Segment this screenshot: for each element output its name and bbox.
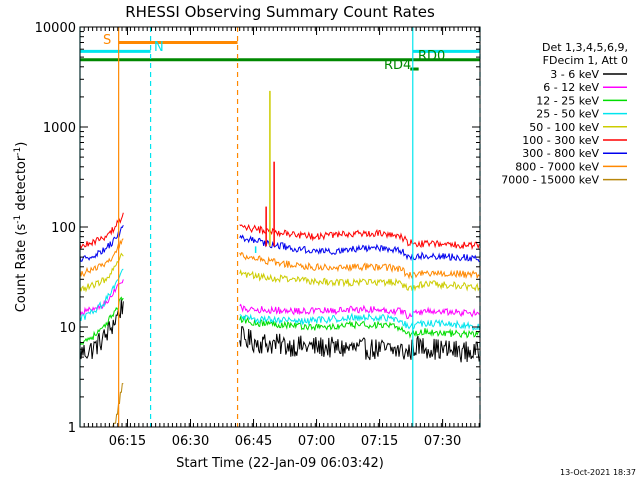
legend: Det 1,3,4,5,6,9, FDecim 1, Att 0 3 - 6 k… [501, 41, 628, 187]
series-3-segment-1 [79, 296, 124, 346]
x-tick-label-4: 07:00 [298, 434, 335, 449]
legend-label-9: 7000 - 15000 keV [501, 174, 599, 187]
series-6-segment-1 [79, 212, 124, 250]
spikes [254, 90, 275, 253]
series-3-segment-2 [239, 315, 480, 339]
series-2-segment-2 [239, 303, 480, 320]
legend-label-2: 6 - 12 keV [543, 81, 599, 94]
series-9-segment-1 [112, 383, 124, 428]
series-1 [79, 299, 480, 363]
chart-title: RHESSI Observing Summary Count Rates [125, 3, 435, 21]
legend-label-3: 12 - 25 keV [536, 94, 599, 107]
series-9 [112, 383, 124, 428]
series-7-segment-2 [239, 234, 480, 263]
y-tick-label-2: 10 [59, 321, 76, 336]
series-7 [79, 224, 480, 263]
x-tick-label-2: 06:30 [172, 434, 209, 449]
series-1-segment-1 [79, 299, 124, 360]
series-6 [79, 212, 480, 251]
legend-label-1: 3 - 6 keV [550, 68, 599, 81]
rd0-label: RD0 [418, 49, 445, 64]
legend-label-5: 50 - 100 keV [529, 121, 599, 134]
footer-date: 13-Oct-2021 18:37 [560, 468, 636, 477]
series-8-segment-1 [79, 238, 124, 278]
x-axis: 06:15 06:30 06:45 07:00 07:15 07:30 [79, 27, 480, 449]
y-tick-label-4: 1000 [43, 121, 76, 136]
x-tick-label-5: 07:15 [361, 434, 398, 449]
legend-label-8: 800 - 7000 keV [515, 160, 599, 173]
annotation-labels: S N RD0 RD4 [103, 33, 445, 73]
saa-label: S [103, 33, 111, 48]
y-tick-label-5: 10000 [35, 21, 76, 36]
series-1-segment-2 [239, 326, 480, 363]
series-7-segment-1 [79, 224, 124, 262]
series-3 [79, 296, 480, 346]
x-tick-label-1: 06:15 [109, 434, 146, 449]
legend-label-6: 100 - 300 keV [522, 134, 599, 147]
series-8-segment-2 [239, 251, 480, 280]
x-tick-label-3: 06:45 [235, 434, 272, 449]
y-tick-label-1: 1 [68, 421, 76, 436]
y-axis: 1 10 100 1000 10000 [35, 21, 480, 436]
legend-label-4: 25 - 50 keV [536, 108, 599, 121]
series-4 [79, 268, 480, 331]
rd4-label: RD4 [384, 58, 411, 73]
y-tick-label-3: 100 [51, 221, 76, 236]
legend-header-line1: Det 1,3,4,5,6,9, [542, 41, 628, 54]
series-5-segment-1 [79, 252, 124, 293]
series-6-segment-2 [239, 223, 480, 251]
series-5 [79, 252, 480, 293]
series-5-segment-2 [239, 269, 480, 292]
series-4-segment-1 [79, 268, 124, 322]
plot-lines [79, 212, 480, 428]
series-8 [79, 238, 480, 280]
night-label: N [154, 40, 164, 55]
x-tick-label-6: 07:30 [424, 434, 461, 449]
series-4-segment-2 [239, 312, 480, 331]
plot-frame [79, 26, 481, 428]
y-axis-label: Count Rate (s-1 detector-1) [13, 142, 29, 313]
vertical-markers [79, 27, 481, 427]
x-axis-label: Start Time (22-Jan-09 06:03:42) [176, 456, 384, 471]
legend-label-7: 300 - 800 keV [522, 147, 599, 160]
legend-header-line2: FDecim 1, Att 0 [543, 54, 628, 67]
